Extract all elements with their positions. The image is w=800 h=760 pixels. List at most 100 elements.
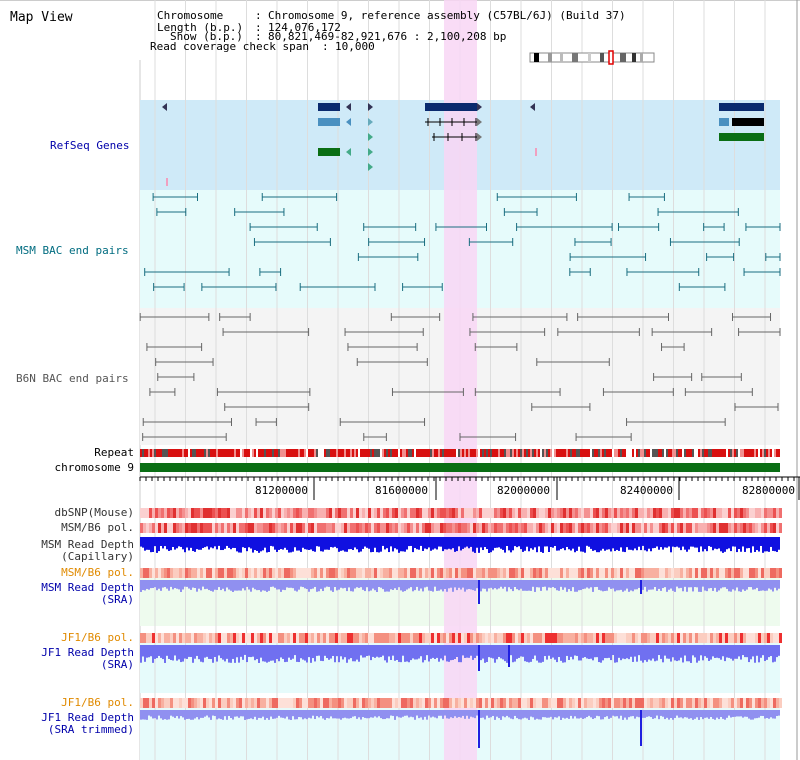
depth-bar [494,645,496,663]
depth-bar [764,537,766,552]
depth-bar [174,580,176,589]
heat-cell [350,523,353,533]
depth-bar [512,645,514,663]
heat-cell [176,523,179,533]
repeat-cell [150,449,152,457]
depth-bar [638,645,640,656]
depth-bar [480,580,482,592]
depth-bar [164,537,166,547]
depth-bar [236,537,238,552]
heat-cell [530,633,533,643]
depth-bar [156,537,158,553]
repeat-cell [400,449,402,457]
depth-bar [272,645,274,661]
heat-cell [197,508,200,518]
depth-bar [464,710,466,719]
heat-cell [746,508,749,518]
depth-bar [622,537,624,552]
depth-bar [386,580,388,592]
repeat-cell [382,449,384,457]
repeat-cell [256,449,258,457]
heat-cell [557,633,560,643]
depth-bar [546,710,548,718]
depth-bar [754,645,756,663]
repeat-cell [442,449,444,457]
heat-cell [605,698,608,708]
heat-cell [701,508,704,518]
heat-cell [413,633,416,643]
heat-cell [626,568,629,578]
heat-cell [206,523,209,533]
depth-bar [284,710,286,719]
depth-bar [466,537,468,547]
repeat-cell [222,449,224,457]
depth-bar [198,710,200,720]
heat-cell [164,698,167,708]
b6n-bac-label[interactable]: B6N BAC end pairs [16,372,129,385]
depth-bar [238,537,240,553]
depth-bar [682,580,684,592]
depth-bar [350,580,352,592]
depth-bar [380,645,382,658]
heat-cell [455,633,458,643]
heat-cell [245,698,248,708]
depth-bar [176,580,178,589]
depth-bar [534,710,536,720]
depth-bar [596,580,598,587]
heat-cell [383,508,386,518]
repeat-cell [354,449,356,457]
depth-bar [304,710,306,719]
depth-bar [328,537,330,550]
depth-bar [246,645,248,663]
repeat-cell [504,449,506,457]
heat-cell [524,633,527,643]
heat-cell [197,633,200,643]
heat-cell [647,633,650,643]
depth-bar [262,710,264,717]
heat-cell [398,698,401,708]
heat-cell [356,633,359,643]
heat-cell [494,698,497,708]
depth-bar [450,645,452,661]
depth-bar [674,580,676,592]
depth-bar [280,580,282,592]
depth-bar [336,537,338,549]
heat-cell [242,523,245,533]
heat-cell [368,523,371,533]
depth-bar [678,537,680,548]
refseq-genes-label[interactable]: RefSeq Genes [50,139,130,152]
depth-bar [558,580,560,591]
heat-cell [512,523,515,533]
msm-bac-label[interactable]: MSM BAC end pairs [16,244,129,257]
heat-cell [662,523,665,533]
depth-bar [354,580,356,589]
heat-cell [521,568,524,578]
repeat-cell [628,449,630,457]
depth-bar [472,580,474,591]
heat-cell [542,698,545,708]
depth-bar [322,580,324,592]
heat-cell [191,633,194,643]
heat-cell [404,523,407,533]
heat-cell [695,508,698,518]
heat-cell [656,523,659,533]
heat-cell [293,633,296,643]
repeat-cell [388,449,390,457]
depth-bar [490,645,492,658]
depth-bar [184,580,186,587]
depth-bar [454,710,456,717]
repeat-cell [304,449,306,457]
heat-cell [587,523,590,533]
heat-cell [380,633,383,643]
depth-bar [192,710,194,720]
depth-bar [200,645,202,662]
depth-bar [516,710,518,719]
heat-cell [167,568,170,578]
depth-bar [758,580,760,592]
depth-bar [252,580,254,588]
depth-bar [208,580,210,591]
depth-bar [276,537,278,552]
depth-bar [436,645,438,658]
depth-bar [254,710,256,717]
